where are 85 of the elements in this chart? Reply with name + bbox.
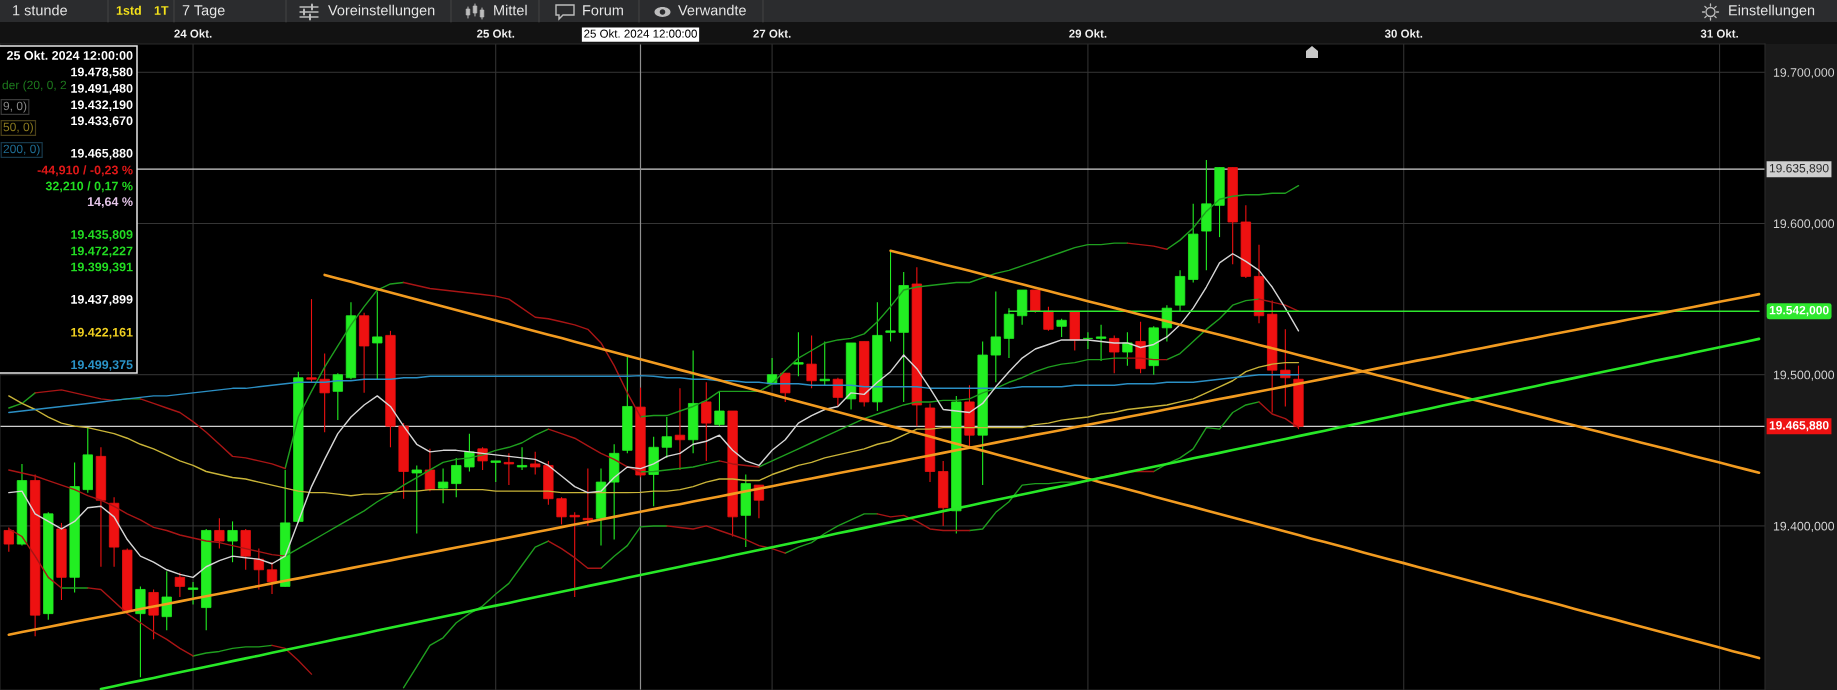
annotation: 19.435,809 [71,230,133,241]
y-tick-label: 19.700,000 [1773,68,1835,79]
y-tick-label: 19.600,000 [1773,219,1835,230]
candlestick [437,467,449,504]
text: 7 Tage [182,5,225,19]
candlestick [319,352,330,433]
annotation: 25 Okt. 2024 12:00:00 [6,50,133,60]
text: 1 stunde [13,4,67,16]
text: Einstellungen [1729,4,1815,19]
x-tick-label: 24 Okt. [174,29,212,38]
candlestick [3,526,14,553]
candlestick [306,298,317,383]
annotation: -44,910 / -0,23 % [37,165,133,177]
annotation: 19.499,375 [71,360,133,371]
annotation: 14,64 % [87,197,133,208]
annotation: der (20, 0, 2 [2,80,67,92]
x-tick-label: 30 Okt. [1384,29,1423,38]
annotation: 9, 0) [3,101,27,113]
text: 1T [154,6,169,15]
x-tick-label: 31 Okt. [1700,29,1738,38]
candlestick [990,290,1001,383]
candlestick [332,372,343,421]
annotation: 19.399,391 [71,262,133,274]
candlestick [832,377,844,408]
x-tick-label: 29 Okt. [1069,29,1107,38]
text: Verwandte [678,4,746,16]
candlestick [372,290,383,380]
text: Forum [583,5,623,16]
candlestick [1056,318,1067,338]
candlestick [806,334,817,389]
ref-line-label: 19.465,880 [1769,421,1829,432]
annotation: 19.437,899 [71,294,133,306]
x-tick-label: 25 Okt. [476,29,515,38]
candlestick [714,390,725,427]
candlestick [582,467,593,527]
candlestick [569,511,580,598]
y-tick-label: 19.500,000 [1773,370,1835,381]
candlestick [819,340,830,386]
candlestick [885,250,896,342]
candlestick [148,588,159,640]
candlestick [490,460,501,483]
candlestick [674,387,686,471]
candlestick [253,548,264,590]
candlestick [701,381,712,462]
annotation: 19.422,161 [71,327,133,339]
candlestick [451,457,462,498]
y-tick-label: 19.400,000 [1773,521,1835,532]
annotation: 32,210 / 0,17 % [45,181,133,193]
line-series [8,361,1300,497]
candlestick [174,572,186,598]
candlestick [1280,328,1291,408]
candlestick [1122,331,1133,367]
candlestick [556,496,567,525]
candlestick [530,451,541,476]
annotation: 50, 0) [3,122,33,134]
annotation: 19.433,670 [71,116,133,127]
annotation: 19.432,190 [71,100,133,111]
x-tick-label: 27 Okt. [753,29,791,38]
candlestick [214,517,225,550]
candlestick [1030,289,1041,314]
candlestick [1082,331,1094,350]
text: 1std [116,5,141,15]
annotation: 200, 0) [3,144,40,156]
candlestick [516,446,528,471]
candlestick [780,372,791,403]
candlestick [187,581,199,606]
candlestick [227,520,238,563]
candlestick [424,448,436,492]
annotation: 19.491,480 [71,83,133,95]
data-label: 19.542,000 [1769,305,1829,317]
text: Mittel [494,4,527,16]
candlestick [1095,324,1107,362]
text: Voreinstellungen [328,4,435,19]
candlestick [661,416,672,459]
candlestick [503,452,515,486]
candlestick [1043,306,1054,332]
candlestick [1109,334,1120,374]
candlestick [793,331,804,377]
annotation: 19.478,580 [71,67,133,79]
candlestick [411,464,422,535]
annotation: 19.465,880 [71,148,133,160]
candlestick [266,561,278,595]
annotation: 19.472,227 [71,246,133,258]
ref-line-label: 19.635,890 [1769,163,1829,174]
x-tick-label: 25 Okt. 2024 12:00:00 [584,29,697,38]
